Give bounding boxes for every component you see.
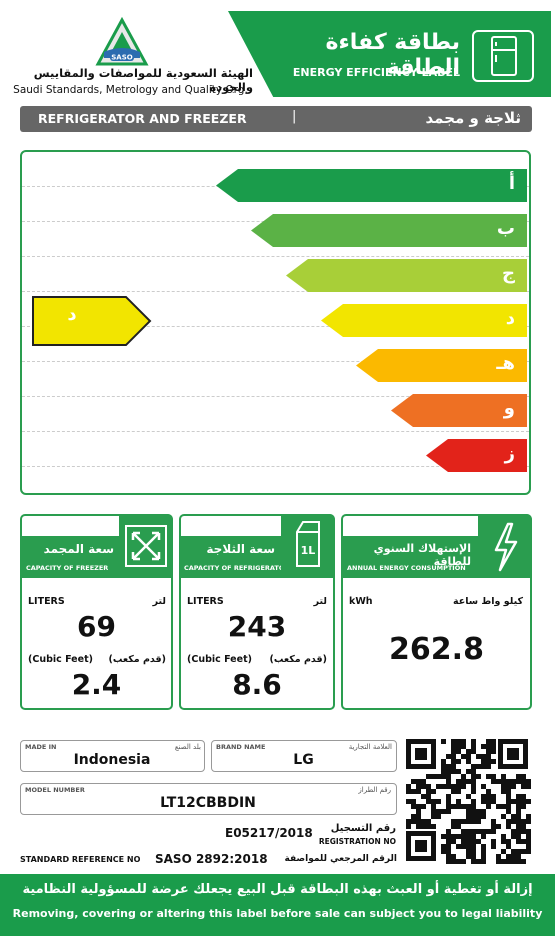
- registration-label: REGISTRATION NO: [318, 837, 396, 846]
- freezer-cubic-feet-value: 2.4: [71, 668, 122, 701]
- freezer-cubic-feet-label-arabic: (قدم مكعب): [108, 654, 167, 665]
- rating-bar-label: و: [503, 398, 515, 419]
- refrigerator-title-arabic: سعة الثلاجة: [206, 542, 275, 556]
- grid-line: [22, 396, 529, 397]
- legal-warning-english: Removing, covering or altering this labe…: [12, 907, 543, 920]
- freezer-icon-box: [119, 514, 173, 578]
- standard-reference-label-arabic: الرقم المرجعي للمواصفة: [284, 854, 398, 864]
- brand-name-label-arabic: العلامة التجارية: [348, 743, 392, 751]
- freezer-title-english: CAPACITY OF FREEZER: [26, 564, 109, 572]
- saso-logo: SASO: [60, 14, 220, 104]
- rating-bar-g: ز: [426, 439, 527, 472]
- refrigerator-liters-label: LITERS: [187, 596, 224, 607]
- rating-bar-a: أ: [216, 169, 527, 202]
- refrigerator-cubic-feet-label: (Cubic Feet): [187, 654, 252, 665]
- fridge-icon-frame: [472, 30, 534, 82]
- selected-rating-indicator: [32, 296, 152, 346]
- selected-rating-label: د: [67, 304, 77, 325]
- org-name-arabic: الهيئة السعودية للمواصفات والمقاييس والج…: [33, 66, 253, 94]
- product-type-divider: |: [292, 109, 297, 124]
- fridge-icon: [491, 36, 517, 76]
- grid-line: [22, 431, 529, 432]
- energy-icon-box: [478, 514, 532, 578]
- efficiency-rating-panel: أ ب ج د هـ و ز د: [20, 150, 531, 495]
- model-number-box: MODEL NUMBER رقم الطراز LT12CBBDIN: [20, 783, 397, 815]
- label-title-english: ENERGY EFFICIENCY LABEL: [292, 66, 460, 79]
- grid-line: [22, 291, 529, 292]
- rating-bar-c: ج: [286, 259, 527, 292]
- lightning-bolt-icon: [494, 522, 518, 572]
- freezer-liters-label: LITERS: [28, 596, 65, 607]
- rating-bar-label: د: [505, 308, 515, 329]
- energy-unit-label-arabic: كيلو واط ساعة: [452, 596, 523, 607]
- energy-consumption-panel: الإستهلاك السنوي للطاقة ANNUAL ENERGY CO…: [341, 514, 532, 710]
- grid-line: [22, 326, 529, 327]
- rating-bar-label: ج: [502, 263, 515, 284]
- refrigerator-liters-label-arabic: لتر: [313, 596, 327, 607]
- freezer-liters-value: 69: [77, 610, 116, 643]
- brand-name-box: BRAND NAME العلامة التجارية LG: [211, 740, 397, 772]
- brand-name-value: LG: [293, 752, 314, 768]
- rating-bar-d: د: [321, 304, 527, 337]
- product-type-arabic: ثلاجة و مجمد: [425, 109, 521, 127]
- qr-code: [402, 735, 532, 865]
- grid-line: [22, 466, 529, 467]
- legal-warning-footer: إزالة أو تغطية أو العبث بهذه البطاقة قبل…: [0, 874, 555, 936]
- expand-arrows-icon: [125, 525, 167, 567]
- made-in-value: Indonesia: [73, 752, 151, 768]
- model-number-value: LT12CBBDIN: [160, 795, 256, 811]
- refrigerator-cubic-feet-value: 8.6: [232, 668, 282, 701]
- rating-bar-e: هـ: [356, 349, 527, 382]
- made-in-label-arabic: بلد الصنع: [174, 743, 201, 751]
- product-type-english: REFRIGERATOR AND FREEZER: [38, 111, 247, 126]
- energy-title-english: ANNUAL ENERGY CONSUMPTION: [347, 564, 466, 572]
- registration-number: E05217/2018: [225, 826, 313, 840]
- energy-unit-label: kWh: [349, 596, 373, 607]
- refrigerator-title-english: CAPACITY OF REFRIGERATOR: [184, 564, 290, 572]
- grid-line: [22, 361, 529, 362]
- product-type-bar: REFRIGERATOR AND FREEZER | ثلاجة و مجمد: [20, 106, 532, 132]
- energy-consumption-value: 262.8: [389, 632, 484, 667]
- refrigerator-liters-value: 243: [227, 610, 287, 643]
- freezer-liters-label-arabic: لتر: [152, 596, 166, 607]
- refrigerator-capacity-panel: سعة الثلاجة CAPACITY OF REFRIGERATOR 1L …: [179, 514, 335, 710]
- made-in-label: MADE IN: [25, 743, 57, 751]
- grid-line: [22, 256, 529, 257]
- standard-reference-label: STANDARD REFERENCE NO: [20, 855, 141, 864]
- rating-bar-f: و: [391, 394, 527, 427]
- milk-carton-icon-text: 1L: [301, 544, 316, 557]
- refrigerator-icon-box: 1L: [281, 514, 335, 578]
- freezer-capacity-panel: سعة المجمد CAPACITY OF FREEZER LITERS لت…: [20, 514, 173, 710]
- refrigerator-cubic-feet-label-arabic: (قدم مكعب): [269, 654, 328, 665]
- freezer-title-arabic: سعة المجمد: [43, 542, 114, 556]
- rating-bar-label: ز: [504, 443, 515, 464]
- label-title-arabic: بطاقة كفاءة الطاقة: [325, 30, 460, 80]
- energy-title-arabic: الإستهلاك السنوي للطاقة: [373, 542, 471, 568]
- rating-bar-label: أ: [508, 173, 515, 194]
- rating-bar-label: ب: [496, 218, 515, 239]
- logo-text: SASO: [111, 54, 133, 62]
- rating-bar-b: ب: [251, 214, 527, 247]
- header-banner: [228, 11, 551, 97]
- model-number-label: MODEL NUMBER: [25, 786, 85, 794]
- standard-reference-value: SASO 2892:2018: [155, 852, 268, 866]
- milk-carton-icon: 1L: [296, 521, 320, 567]
- model-number-label-arabic: رقم الطراز: [358, 786, 391, 794]
- freezer-cubic-feet-label: (Cubic Feet): [28, 654, 93, 665]
- rating-bar-label: هـ: [496, 353, 515, 374]
- org-name-english: Saudi Standards, Metrology and Quality O…: [13, 84, 248, 96]
- brand-name-label: BRAND NAME: [216, 743, 266, 751]
- registration-label-arabic: رقم التسجيل: [330, 823, 396, 834]
- made-in-box: MADE IN بلد الصنع Indonesia: [20, 740, 205, 772]
- legal-warning-arabic: إزالة أو تغطية أو العبث بهذه البطاقة قبل…: [22, 882, 533, 897]
